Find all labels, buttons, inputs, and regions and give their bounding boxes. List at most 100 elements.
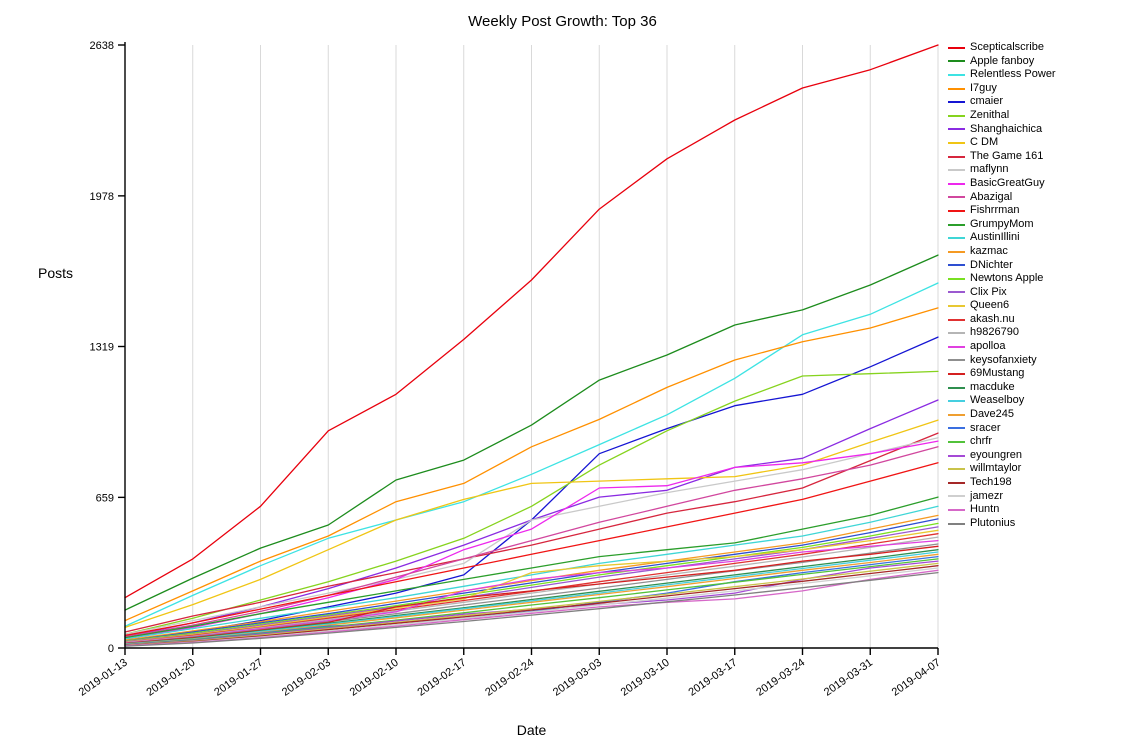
y-tick-label: 0 — [108, 643, 114, 655]
x-tick-label: 2019-03-10 — [619, 657, 672, 699]
legend-swatch — [948, 359, 965, 362]
legend-label: akash.nu — [970, 312, 1015, 325]
legend-swatch — [948, 209, 965, 212]
legend-item: eyoungren — [948, 449, 1056, 463]
x-axis-label: Date — [516, 722, 547, 738]
legend-swatch — [948, 196, 965, 199]
x-tick-label: 2019-04-07 — [890, 657, 943, 699]
series-line — [124, 446, 939, 638]
legend-item: Relentless Power — [948, 68, 1056, 82]
y-tick-label: 659 — [96, 492, 114, 504]
legend-label: chrfr — [970, 435, 992, 448]
legend-swatch — [948, 237, 965, 240]
legend-label: Abazigal — [970, 190, 1013, 203]
x-tick-label: 2019-03-24 — [754, 657, 807, 699]
legend-item: 69Mustang — [948, 367, 1056, 381]
legend-label: Huntn — [970, 503, 1000, 516]
y-tick-label: 1978 — [90, 191, 114, 203]
legend-item: Weaselboy — [948, 394, 1056, 408]
legend-label: Plutonius — [970, 516, 1016, 529]
y-tick-label: 2638 — [90, 40, 114, 52]
legend-item: jamezr — [948, 490, 1056, 504]
series-line — [124, 432, 939, 633]
legend-label: keysofanxiety — [970, 353, 1037, 366]
legend-swatch — [948, 386, 965, 389]
legend-swatch — [948, 481, 965, 484]
legend-item: Apple fanboy — [948, 55, 1056, 69]
legend-item: Dave245 — [948, 408, 1056, 422]
legend-label: h9826790 — [970, 326, 1019, 339]
series-line — [124, 536, 939, 644]
legend-swatch — [948, 495, 965, 498]
legend-item: sracer — [948, 422, 1056, 436]
series-line — [124, 254, 939, 611]
legend-label: C DM — [970, 136, 999, 149]
series-line — [124, 562, 939, 646]
x-tick-label: 2019-02-24 — [483, 657, 536, 699]
legend-label: DNichter — [970, 258, 1013, 271]
legend-label: Fishrrman — [970, 204, 1020, 217]
legend-label: Tech198 — [970, 476, 1012, 488]
legend-label: cmaier — [970, 95, 1004, 108]
legend-item: Queen6 — [948, 299, 1056, 313]
legend-swatch — [948, 101, 965, 104]
x-tick-label: 2019-02-17 — [415, 657, 468, 699]
legend-label: Zenithal — [970, 108, 1010, 121]
series-line — [124, 505, 939, 640]
legend-swatch — [948, 332, 965, 335]
legend-swatch — [948, 169, 965, 172]
series-line — [124, 522, 939, 642]
legend-swatch — [948, 264, 965, 267]
legend-item: AustinIllini — [948, 231, 1056, 245]
legend-item: willmtaylor — [948, 462, 1056, 476]
series-line — [124, 518, 939, 642]
legend-item: Shanghaichica — [948, 123, 1056, 137]
series-line — [124, 565, 939, 647]
legend-item: I7guy — [948, 82, 1056, 96]
series-line — [124, 569, 939, 647]
legend-label: Relentless Power — [970, 68, 1056, 81]
legend-swatch — [948, 427, 965, 430]
legend-swatch — [948, 373, 965, 376]
legend-label: eyoungren — [970, 448, 1022, 461]
series-line — [124, 551, 939, 645]
legend-swatch — [948, 73, 965, 76]
legend-swatch — [948, 345, 965, 348]
y-axis-label: Posts — [38, 265, 74, 281]
legend-item: kazmac — [948, 245, 1056, 259]
legend-item: The Game 161 — [948, 150, 1056, 164]
legend-label: willmtaylor — [970, 462, 1022, 475]
legend-swatch — [948, 223, 965, 226]
legend-swatch — [948, 155, 965, 158]
legend-swatch — [948, 291, 965, 294]
series-line — [124, 282, 939, 627]
legend-label: AustinIllini — [970, 231, 1020, 244]
legend-label: GrumpyMom — [970, 217, 1034, 230]
x-tick-label: 2019-03-31 — [822, 657, 875, 699]
series-line — [124, 307, 939, 622]
series-line — [124, 370, 939, 635]
legend-item: apolloa — [948, 340, 1056, 354]
legend-swatch — [948, 441, 965, 444]
legend-item: BasicGreatGuy — [948, 177, 1056, 191]
y-tick-label: 1319 — [90, 342, 114, 354]
series-line — [124, 567, 939, 647]
series-line — [124, 514, 939, 641]
legend-item: GrumpyMom — [948, 218, 1056, 232]
legend-label: I7guy — [970, 81, 997, 94]
legend-swatch — [948, 182, 965, 185]
legend-item: maflynn — [948, 163, 1056, 177]
legend-item: DNichter — [948, 259, 1056, 273]
series-line — [124, 496, 939, 639]
legend-item: macduke — [948, 381, 1056, 395]
series-line — [124, 539, 939, 644]
legend-label: Weaselboy — [970, 394, 1025, 407]
legend-swatch — [948, 87, 965, 90]
legend-label: maflynn — [970, 163, 1009, 176]
legend-label: Clix Pix — [970, 285, 1007, 298]
legend-swatch — [948, 400, 965, 403]
legend-label: kazmac — [970, 244, 1008, 257]
legend-item: keysofanxiety — [948, 354, 1056, 368]
